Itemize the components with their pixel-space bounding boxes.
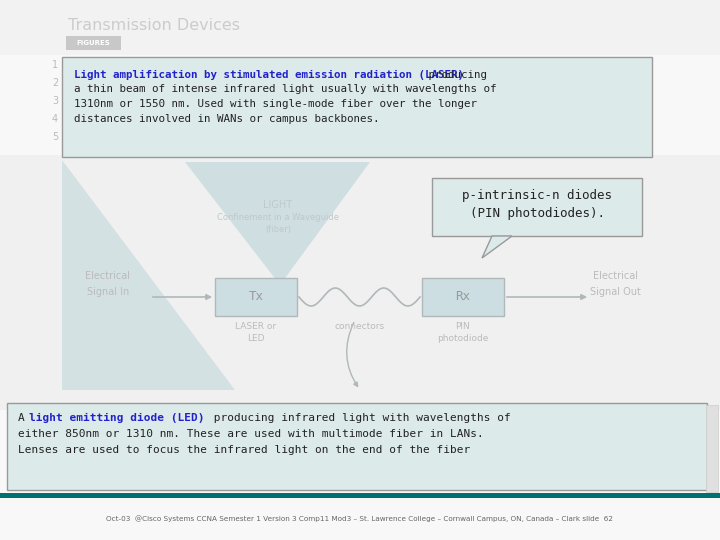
Text: 4: 4 xyxy=(52,114,58,124)
Text: LED: LED xyxy=(247,334,265,343)
Bar xyxy=(422,278,504,316)
Text: distances involved in WANs or campus backbones.: distances involved in WANs or campus bac… xyxy=(74,113,379,124)
Text: 1310nm or 1550 nm. Used with single-mode fiber over the longer: 1310nm or 1550 nm. Used with single-mode… xyxy=(74,99,477,109)
Bar xyxy=(215,278,297,316)
Text: 1: 1 xyxy=(52,60,58,70)
Text: Tx: Tx xyxy=(248,291,264,303)
Text: Electrical: Electrical xyxy=(593,271,637,281)
Text: Confinement in a Waveguide: Confinement in a Waveguide xyxy=(217,213,339,222)
Text: 3: 3 xyxy=(52,96,58,106)
Text: Signal In: Signal In xyxy=(87,287,129,297)
Text: producing infrared light with wavelengths of: producing infrared light with wavelength… xyxy=(207,413,510,423)
Text: 2: 2 xyxy=(52,78,58,88)
Bar xyxy=(0,493,720,498)
Text: a thin beam of intense infrared light usually with wavelengths of: a thin beam of intense infrared light us… xyxy=(74,84,497,94)
Text: photodiode: photodiode xyxy=(437,334,489,343)
Text: connectors: connectors xyxy=(335,322,385,331)
Text: either 850nm or 1310 nm. These are used with multimode fiber in LANs.: either 850nm or 1310 nm. These are used … xyxy=(18,429,484,439)
Text: Transmission Devices: Transmission Devices xyxy=(68,18,240,33)
Bar xyxy=(62,57,652,157)
Text: Electrical: Electrical xyxy=(86,271,130,281)
Bar xyxy=(0,0,720,55)
Polygon shape xyxy=(62,160,235,390)
Text: LIGHT: LIGHT xyxy=(264,200,292,210)
Text: p-intrinsic-n diodes
(PIN photodiodes).: p-intrinsic-n diodes (PIN photodiodes). xyxy=(462,190,612,220)
Text: A: A xyxy=(18,413,32,423)
Text: Light amplification by stimulated emission radiation (LASER): Light amplification by stimulated emissi… xyxy=(74,70,464,80)
Text: LASER or: LASER or xyxy=(235,322,276,331)
Bar xyxy=(66,36,121,50)
Bar xyxy=(706,405,718,492)
Text: PIN: PIN xyxy=(456,322,470,331)
Text: producing: producing xyxy=(422,70,487,80)
Text: Signal Out: Signal Out xyxy=(590,287,640,297)
Bar xyxy=(7,403,707,490)
Polygon shape xyxy=(482,236,512,258)
Text: Oct-03  @Cisco Systems CCNA Semester 1 Version 3 Comp11 Mod3 – St. Lawrence Coll: Oct-03 @Cisco Systems CCNA Semester 1 Ve… xyxy=(107,516,613,522)
Bar xyxy=(0,155,720,410)
Text: Rx: Rx xyxy=(456,291,470,303)
Text: 5: 5 xyxy=(52,132,58,142)
Text: light emitting diode (LED): light emitting diode (LED) xyxy=(29,413,204,423)
Polygon shape xyxy=(185,162,370,285)
Bar xyxy=(0,498,720,540)
Text: (fiber): (fiber) xyxy=(265,225,291,234)
Bar xyxy=(432,178,642,236)
Text: FIGURES: FIGURES xyxy=(76,40,110,46)
Text: Lenses are used to focus the infrared light on the end of the fiber: Lenses are used to focus the infrared li… xyxy=(18,445,470,455)
